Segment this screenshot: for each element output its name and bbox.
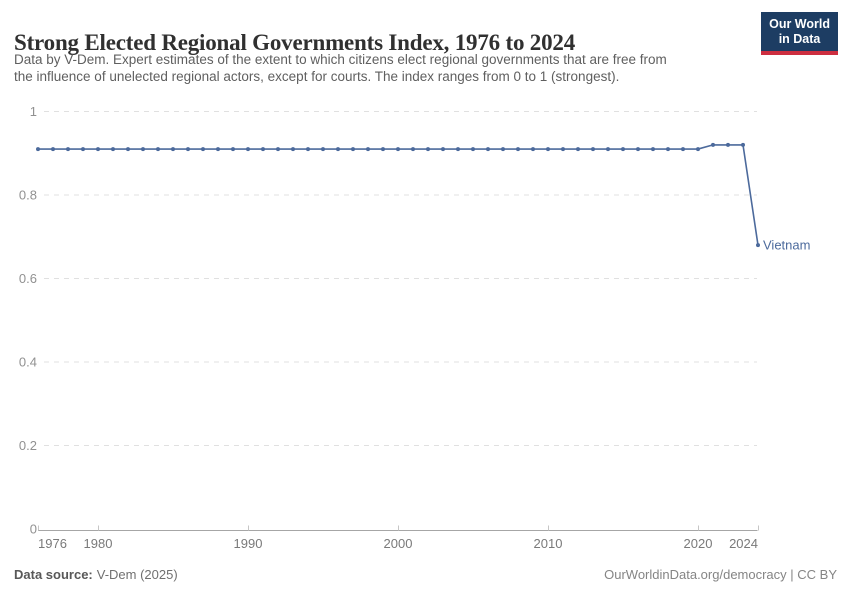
x-axis-label: 2020 xyxy=(684,536,713,551)
owid-logo[interactable]: Our World in Data xyxy=(761,12,838,55)
y-axis-label: 0 xyxy=(30,522,37,537)
data-point[interactable] xyxy=(216,147,220,152)
x-axis-label: 1976 xyxy=(38,536,67,551)
data-point[interactable] xyxy=(171,147,175,152)
data-point[interactable] xyxy=(576,147,580,152)
data-point[interactable] xyxy=(636,147,640,152)
data-point[interactable] xyxy=(81,147,85,152)
chart-title: Strong Elected Regional Governments Inde… xyxy=(14,30,576,56)
x-axis-label: 2024 xyxy=(729,536,758,551)
data-point[interactable] xyxy=(441,147,445,152)
data-point[interactable] xyxy=(276,147,280,152)
data-source: Data source: V-Dem (2025) xyxy=(14,567,178,582)
data-point[interactable] xyxy=(606,147,610,152)
data-point[interactable] xyxy=(726,142,730,147)
data-point[interactable] xyxy=(291,147,295,152)
chart-footer: Data source: V-Dem (2025) OurWorldinData.… xyxy=(14,567,837,582)
data-point[interactable] xyxy=(696,147,700,152)
y-axis-label: 0.2 xyxy=(19,438,37,453)
data-point[interactable] xyxy=(141,147,145,152)
y-axis-label: 1 xyxy=(30,104,37,119)
data-point[interactable] xyxy=(741,142,745,147)
attribution-link[interactable]: OurWorldinData.org/democracy | CC BY xyxy=(604,567,837,582)
data-point[interactable] xyxy=(336,147,340,152)
data-point[interactable] xyxy=(681,147,685,152)
data-point[interactable] xyxy=(711,142,715,147)
data-point[interactable] xyxy=(546,147,550,152)
data-point[interactable] xyxy=(561,147,565,152)
data-point[interactable] xyxy=(666,147,670,152)
data-point[interactable] xyxy=(756,243,760,248)
x-axis-label: 2000 xyxy=(384,536,413,551)
x-axis-label: 1980 xyxy=(84,536,113,551)
data-point[interactable] xyxy=(396,147,400,152)
data-point[interactable] xyxy=(591,147,595,152)
chart-subtitle: Data by V-Dem. Expert estimates of the e… xyxy=(14,51,774,85)
data-point[interactable] xyxy=(321,147,325,152)
data-point[interactable] xyxy=(306,147,310,152)
owid-logo-line-1: Our World xyxy=(769,17,830,31)
data-point[interactable] xyxy=(486,147,490,152)
y-axis-label: 0.8 xyxy=(19,188,37,203)
data-point[interactable] xyxy=(501,147,505,152)
data-point[interactable] xyxy=(471,147,475,152)
subtitle-line-1: Data by V-Dem. Expert estimates of the e… xyxy=(14,52,667,67)
data-point[interactable] xyxy=(51,147,55,152)
subtitle-line-2: the influence of unelected regional acto… xyxy=(14,69,620,85)
data-point[interactable] xyxy=(621,147,625,152)
data-point[interactable] xyxy=(231,147,235,152)
data-point[interactable] xyxy=(36,147,40,152)
data-point[interactable] xyxy=(516,147,520,152)
data-point[interactable] xyxy=(531,147,535,152)
data-point[interactable] xyxy=(261,147,265,152)
data-point[interactable] xyxy=(66,147,70,152)
data-point[interactable] xyxy=(456,147,460,152)
x-axis-label: 2010 xyxy=(534,536,563,551)
data-point[interactable] xyxy=(156,147,160,152)
data-point[interactable] xyxy=(351,147,355,152)
data-point[interactable] xyxy=(111,147,115,152)
data-source-value: V-Dem (2025) xyxy=(96,567,178,582)
y-axis-label: 0.4 xyxy=(19,355,37,370)
data-point[interactable] xyxy=(126,147,130,152)
owid-logo-line-2: in Data xyxy=(778,32,821,47)
data-point[interactable] xyxy=(381,147,385,152)
data-point[interactable] xyxy=(96,147,100,152)
data-point[interactable] xyxy=(651,147,655,152)
data-point[interactable] xyxy=(246,147,250,152)
entity-label: Vietnam xyxy=(763,238,810,253)
data-point[interactable] xyxy=(426,147,430,152)
y-axis-label: 0.6 xyxy=(19,271,37,286)
x-axis-label: 1990 xyxy=(234,536,263,551)
data-source-label: Data source: xyxy=(14,567,93,582)
data-point[interactable] xyxy=(366,147,370,152)
data-point[interactable] xyxy=(201,147,205,152)
data-point[interactable] xyxy=(186,147,190,152)
data-point[interactable] xyxy=(411,147,415,152)
